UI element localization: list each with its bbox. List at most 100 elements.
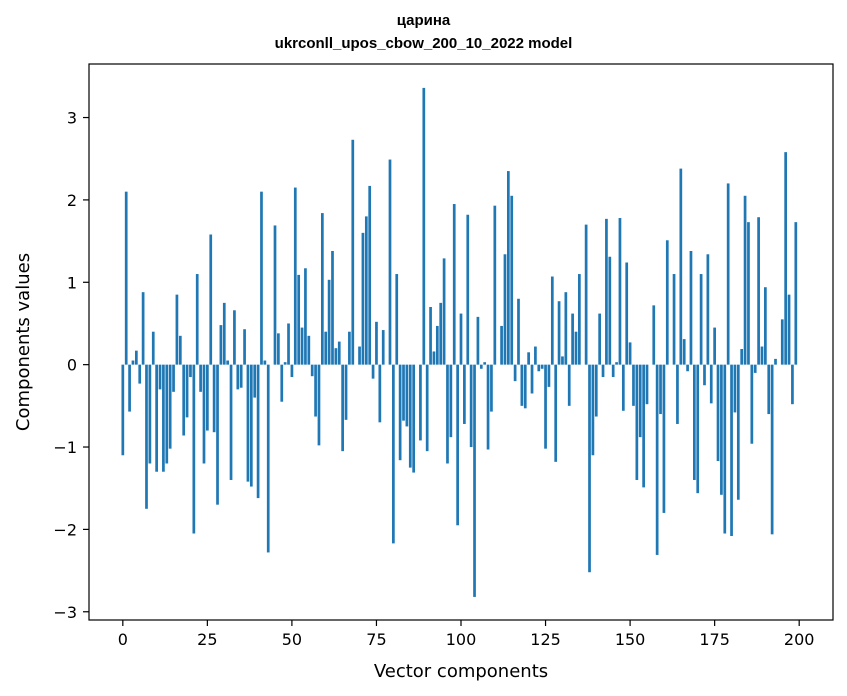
y-tick-label: 1 [67,273,77,292]
x-tick-label: 175 [699,630,730,649]
bar [611,364,615,378]
bar [375,321,378,365]
bar [490,364,493,412]
bar [523,364,527,409]
bar [767,364,771,415]
bar [787,294,791,365]
bar [212,364,216,433]
bar [121,364,125,456]
plot-frame [88,63,834,621]
bar [540,364,544,369]
bar [632,364,635,406]
bar [209,234,213,365]
bar [419,364,422,441]
bar [513,364,517,382]
bar [300,327,304,365]
bar [392,364,395,544]
bar [239,364,243,388]
bar [435,325,439,365]
y-tick-label: 2 [67,191,77,210]
bar [469,364,473,448]
bar [550,276,554,365]
bar [341,364,344,452]
bar [348,331,351,365]
bar [246,364,250,482]
y-axis-ticks: −3 −2 −1 0 1 2 3 [53,109,89,622]
bar [452,204,456,365]
bar [753,364,757,373]
bar [652,305,656,365]
bar [229,364,233,480]
bar [371,364,375,379]
bar [297,274,301,365]
bar [557,301,561,365]
bar [672,274,676,365]
bar [439,302,443,365]
bar [442,258,446,365]
bar [757,217,760,365]
bar [625,262,629,365]
bar [364,216,368,365]
bar [564,292,568,365]
bar [615,362,618,365]
bar [486,364,490,450]
bar [287,323,290,365]
bar [510,195,514,365]
bar [503,254,507,365]
bar [446,364,449,464]
bar [358,346,361,365]
y-tick-label: −1 [53,438,77,457]
bar [591,364,595,456]
bar [726,183,730,365]
bar [189,364,192,378]
bar [696,364,700,494]
bar [716,364,720,462]
bar [175,294,179,365]
bar [750,364,754,444]
bar [635,364,639,480]
bar [398,364,402,461]
bar [219,325,223,365]
bar [537,364,541,372]
bar [463,364,466,424]
bar [388,159,392,365]
bar [432,351,436,365]
bars-group [121,87,798,597]
bar [547,364,551,387]
bar [199,364,202,392]
bar [165,364,169,464]
x-tick-label: 0 [118,630,128,649]
bar [243,329,246,365]
bar [764,287,767,365]
bar [124,191,128,365]
bar [216,364,219,505]
x-tick-label: 50 [282,630,302,649]
chart-title: царина [396,12,451,29]
bar [260,191,263,365]
bar [128,364,131,412]
bar [621,364,625,411]
y-tick-label: 3 [67,109,77,128]
bar [479,364,483,369]
bar [412,364,416,473]
bar [293,187,297,365]
y-tick-label: 0 [67,356,77,375]
bar [206,364,209,431]
bar [743,195,747,365]
bar [686,364,689,372]
bar [131,360,135,365]
bar [327,279,331,365]
bar [740,349,744,365]
bar [774,358,777,365]
bar [141,292,145,365]
bar [344,364,348,420]
bar [483,362,487,365]
bar [561,356,564,365]
bar [304,268,307,365]
bar [584,224,588,365]
bar [277,333,280,365]
bar [185,364,189,418]
bar [638,364,642,438]
